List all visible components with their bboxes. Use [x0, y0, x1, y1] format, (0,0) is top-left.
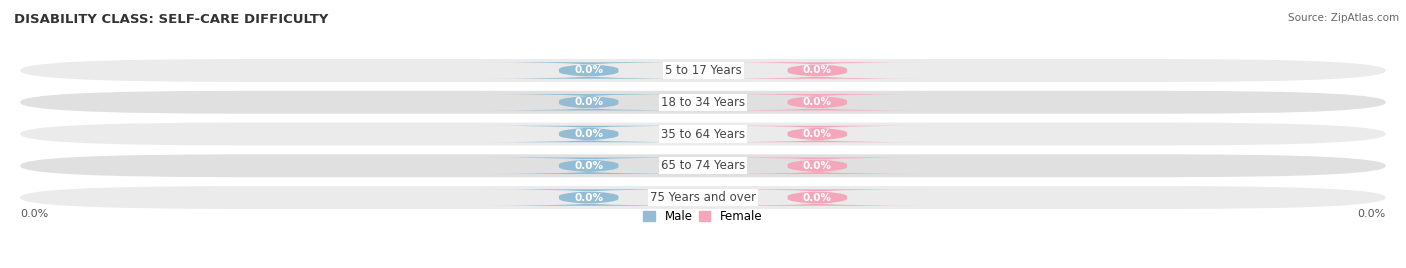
Text: 0.0%: 0.0% [1357, 209, 1386, 219]
FancyBboxPatch shape [709, 94, 925, 110]
Text: 75 Years and over: 75 Years and over [650, 191, 756, 204]
Text: 5 to 17 Years: 5 to 17 Years [665, 64, 741, 77]
Text: 0.0%: 0.0% [803, 192, 832, 203]
FancyBboxPatch shape [20, 122, 1386, 146]
Text: 65 to 74 Years: 65 to 74 Years [661, 159, 745, 172]
Text: 18 to 34 Years: 18 to 34 Years [661, 96, 745, 109]
Text: 0.0%: 0.0% [574, 161, 603, 171]
FancyBboxPatch shape [709, 126, 925, 142]
Text: 0.0%: 0.0% [574, 65, 603, 76]
FancyBboxPatch shape [709, 189, 925, 206]
FancyBboxPatch shape [20, 59, 1386, 82]
FancyBboxPatch shape [481, 62, 697, 79]
FancyBboxPatch shape [20, 154, 1386, 177]
Text: 35 to 64 Years: 35 to 64 Years [661, 128, 745, 140]
FancyBboxPatch shape [481, 158, 697, 174]
Text: 0.0%: 0.0% [803, 129, 832, 139]
FancyBboxPatch shape [481, 94, 697, 110]
Text: 0.0%: 0.0% [574, 129, 603, 139]
Text: 0.0%: 0.0% [803, 65, 832, 76]
Text: 0.0%: 0.0% [574, 97, 603, 107]
Legend: Male, Female: Male, Female [638, 205, 768, 228]
FancyBboxPatch shape [481, 126, 697, 142]
FancyBboxPatch shape [20, 186, 1386, 209]
FancyBboxPatch shape [481, 189, 697, 206]
Text: 0.0%: 0.0% [803, 161, 832, 171]
Text: 0.0%: 0.0% [803, 97, 832, 107]
FancyBboxPatch shape [20, 91, 1386, 114]
Text: 0.0%: 0.0% [20, 209, 49, 219]
FancyBboxPatch shape [709, 62, 925, 79]
Text: 0.0%: 0.0% [574, 192, 603, 203]
Text: Source: ZipAtlas.com: Source: ZipAtlas.com [1288, 13, 1399, 23]
FancyBboxPatch shape [709, 158, 925, 174]
Text: DISABILITY CLASS: SELF-CARE DIFFICULTY: DISABILITY CLASS: SELF-CARE DIFFICULTY [14, 13, 329, 27]
